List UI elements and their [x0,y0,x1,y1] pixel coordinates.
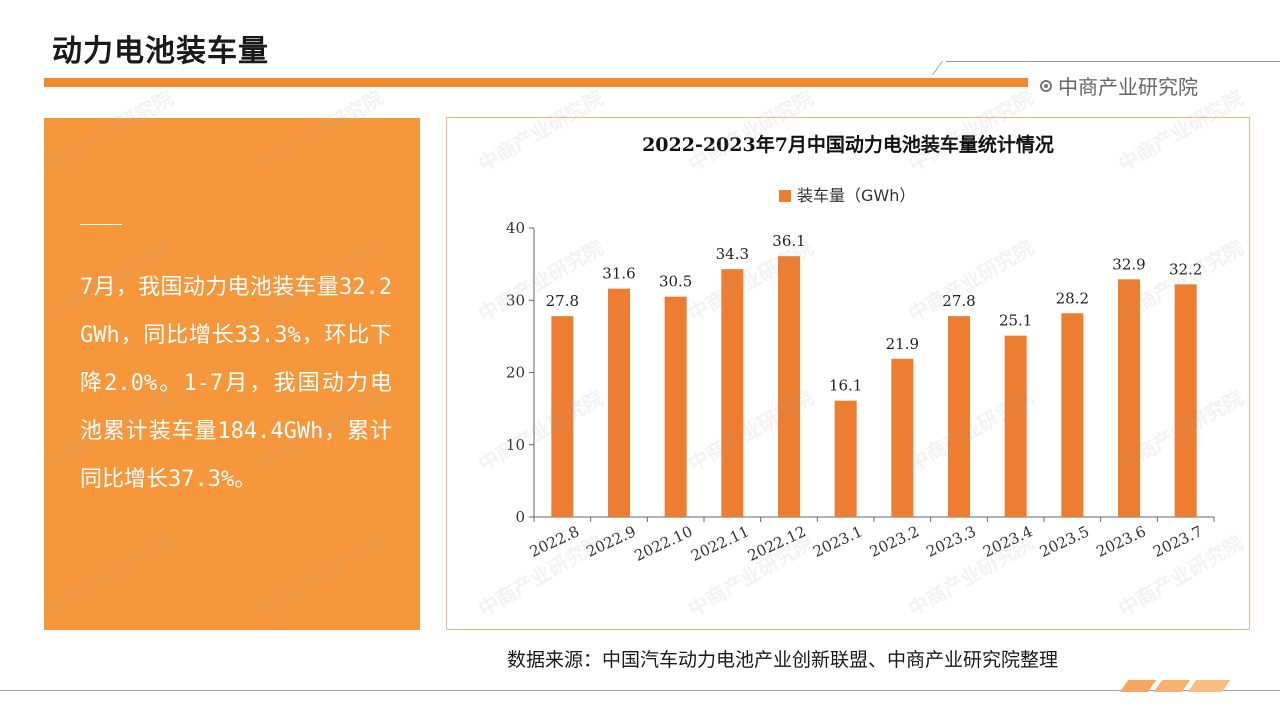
x-tick-label: 2023.5 [1037,522,1092,561]
brand-name: 中商产业研究院 [1058,75,1198,99]
bar [608,288,630,517]
x-tick-label: 2023.6 [1094,522,1149,561]
data-label: 32.2 [1169,260,1202,278]
summary-divider [80,224,122,225]
x-tick-label: 2023.2 [867,522,922,561]
x-tick-label: 2022.10 [632,522,696,565]
data-label: 34.3 [716,245,749,263]
data-label: 28.2 [1056,289,1089,307]
x-tick-label: 2022.11 [688,522,752,565]
brand-logo: 中商产业研究院 [1040,71,1198,100]
legend-label: 装车量（GWh） [797,186,915,205]
data-label: 27.8 [942,292,975,310]
bar [891,358,914,517]
page-title: 动力电池装车量 [52,34,269,69]
y-tick-label: 10 [506,436,525,454]
bar [1118,279,1140,517]
bar [778,256,800,517]
x-tick-label: 2022.12 [745,522,809,565]
title-accent-bar [44,78,1028,87]
bar [551,316,574,517]
x-tick-label: 2023.3 [924,522,979,561]
bar [1004,335,1027,517]
bar [834,400,857,517]
data-label: 21.9 [886,335,919,353]
y-tick-label: 40 [506,219,525,237]
data-label: 36.1 [772,232,805,250]
data-label: 32.9 [1112,255,1145,273]
legend-swatch [779,190,791,202]
chart-title: 2022-2023年7月中国动力电池装车量统计情况 [642,133,1054,156]
data-label: 31.6 [602,265,635,283]
x-tick-label: 2023.1 [810,522,865,561]
x-tick-label: 2023.7 [1150,522,1205,561]
data-label: 27.8 [546,292,579,310]
data-source-note: 数据来源：中国汽车动力电池产业创新联盟、中商产业研究院整理 [507,649,1059,671]
data-label: 16.1 [829,377,862,395]
bar [948,316,970,517]
y-tick-label: 0 [515,508,525,526]
summary-text: 7月，我国动力电池装车量32.2GWh，同比增长33.3%，环比下降2.0%。1… [80,275,392,492]
header-stripes [999,78,1031,87]
y-tick-label: 30 [506,291,525,309]
header-divider-line [946,61,1280,62]
x-tick-label: 2022.8 [527,522,582,561]
bar [664,296,687,517]
data-label: 30.5 [659,273,692,291]
bar [1174,284,1197,517]
header-divider-notch [932,61,943,75]
footer-stripes [1118,680,1238,692]
x-tick-label: 2022.9 [584,522,639,561]
summary-panel: 7月，我国动力电池装车量32.2GWh，同比增长33.3%，环比下降2.0%。1… [44,118,420,630]
chart-panel: 2022-2023年7月中国动力电池装车量统计情况装车量（GWh） 0 10 20 30… [446,117,1250,630]
data-label: 25.1 [999,312,1032,330]
brand-circle-icon [1040,79,1052,92]
y-tick-label: 20 [506,364,525,382]
bar [1061,313,1084,517]
x-tick-label: 2023.4 [980,522,1035,561]
footer-line [0,690,1280,691]
bar [721,269,744,517]
